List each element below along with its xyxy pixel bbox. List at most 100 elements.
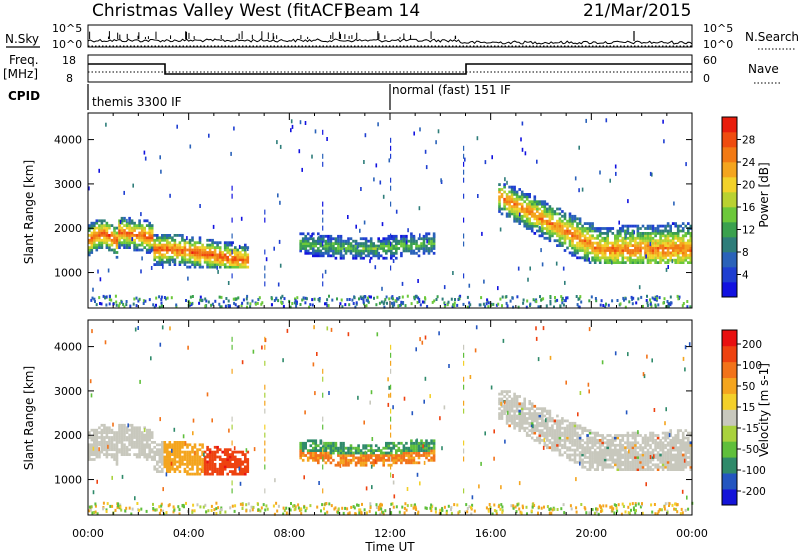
- heatmap-cell: [604, 249, 607, 252]
- heatmap-cell: [393, 506, 395, 509]
- heatmap-cell: [216, 254, 219, 257]
- heatmap-cell: [639, 468, 642, 471]
- heatmap-cell: [229, 258, 232, 261]
- heatmap-cell: [355, 452, 358, 455]
- heatmap-cell: [662, 249, 665, 252]
- heatmap-cell: [109, 295, 111, 298]
- heatmap-cell: [677, 429, 680, 432]
- heatmap-cell: [639, 261, 642, 264]
- heatmap-cell: [506, 213, 509, 216]
- heatmap-cell: [342, 442, 345, 445]
- heatmap-cell: [528, 203, 531, 206]
- heatmap-cell: [310, 457, 313, 460]
- heatmap-cell: [647, 232, 650, 235]
- heatmap-cell: [204, 470, 207, 473]
- heatmap-cell: [410, 457, 413, 460]
- heatmap-cell: [612, 232, 615, 235]
- heatmap-cell: [385, 459, 388, 462]
- heatmap-cell: [609, 179, 611, 183]
- heatmap-cell: [554, 296, 556, 299]
- heatmap-cell: [596, 468, 599, 471]
- heatmap-cell: [676, 510, 678, 513]
- heatmap-cell: [169, 194, 171, 198]
- heatmap-cell: [116, 443, 119, 446]
- heatmap-cell: [584, 449, 587, 452]
- heatmap-cell: [143, 246, 146, 249]
- heatmap-cell: [164, 254, 167, 257]
- heatmap-cell: [574, 459, 577, 462]
- heatmap-cell: [390, 186, 391, 191]
- heatmap-cell: [408, 459, 411, 462]
- heatmap-cell: [224, 468, 227, 471]
- heatmap-cell: [101, 439, 104, 442]
- heatmap-cell: [584, 427, 587, 430]
- heatmap-cell: [682, 256, 685, 259]
- heatmap-cell: [397, 304, 399, 307]
- heatmap-cell: [264, 273, 265, 278]
- heatmap-cell: [576, 444, 579, 447]
- heatmap-cell: [430, 459, 433, 462]
- heatmap-cell: [526, 417, 529, 420]
- heatmap-cell: [390, 178, 391, 183]
- cpid-label: CPID: [8, 89, 40, 103]
- heatmap-cell: [586, 441, 589, 444]
- heatmap-cell: [657, 437, 660, 440]
- heatmap-cell: [672, 459, 675, 462]
- heatmap-cell: [229, 244, 232, 247]
- heatmap-cell: [452, 271, 454, 275]
- heatmap-cell: [359, 229, 361, 233]
- heatmap-cell: [126, 232, 129, 235]
- heatmap-cell: [148, 451, 151, 454]
- heatmap-cell: [513, 186, 516, 189]
- heatmap-cell: [541, 200, 544, 203]
- heatmap-cell: [646, 301, 648, 304]
- heatmap-cell: [627, 227, 630, 230]
- heatmap-cell: [123, 234, 126, 237]
- nsearch-label: N.Search: [745, 30, 799, 44]
- heatmap-cell: [596, 432, 599, 435]
- heatmap-cell: [574, 237, 577, 240]
- heatmap-cell: [367, 245, 370, 248]
- heatmap-cell: [528, 193, 531, 196]
- heatmap-cell: [581, 451, 584, 454]
- heatmap-cell: [126, 429, 129, 432]
- heatmap-cell: [214, 446, 217, 449]
- heatmap-cell: [534, 198, 537, 201]
- heatmap-cell: [395, 454, 398, 457]
- heatmap-cell: [315, 449, 318, 452]
- heatmap-cell: [659, 259, 662, 262]
- heatmap-cell: [554, 213, 557, 216]
- heatmap-cell: [354, 296, 356, 299]
- heatmap-cell: [644, 456, 647, 459]
- heatmap-cell: [189, 463, 192, 466]
- heatmap-cell: [498, 203, 501, 206]
- heatmap-cell: [543, 506, 545, 509]
- heatmap-cell: [159, 244, 162, 247]
- heatmap-cell: [337, 242, 340, 245]
- heatmap-cell: [420, 247, 423, 250]
- heatmap-cell: [108, 246, 111, 249]
- heatmap-cell: [121, 236, 124, 239]
- heatmap-cell: [633, 506, 635, 509]
- heatmap-cell: [685, 509, 687, 512]
- heatmap-cell: [98, 441, 101, 444]
- heatmap-cell: [204, 254, 207, 257]
- heatmap-cell: [91, 458, 94, 461]
- heatmap-cell: [192, 295, 194, 298]
- heatmap-cell: [199, 456, 202, 459]
- heatmap-cell: [136, 227, 139, 230]
- heatmap-cell: [299, 454, 302, 457]
- heatmap-cell: [367, 457, 370, 460]
- heatmap-cell: [581, 247, 584, 250]
- heatmap-cell: [444, 506, 446, 509]
- heatmap-cell: [435, 507, 437, 510]
- heatmap-cell: [302, 452, 305, 455]
- heatmap-cell: [677, 234, 680, 237]
- heatmap-cell: [211, 239, 214, 242]
- heatmap-cell: [226, 461, 229, 464]
- heatmap-cell: [111, 239, 114, 242]
- heatmap-cell: [141, 239, 144, 242]
- heatmap-cell: [342, 461, 345, 464]
- heatmap-cell: [584, 461, 587, 464]
- heatmap-cell: [219, 511, 221, 514]
